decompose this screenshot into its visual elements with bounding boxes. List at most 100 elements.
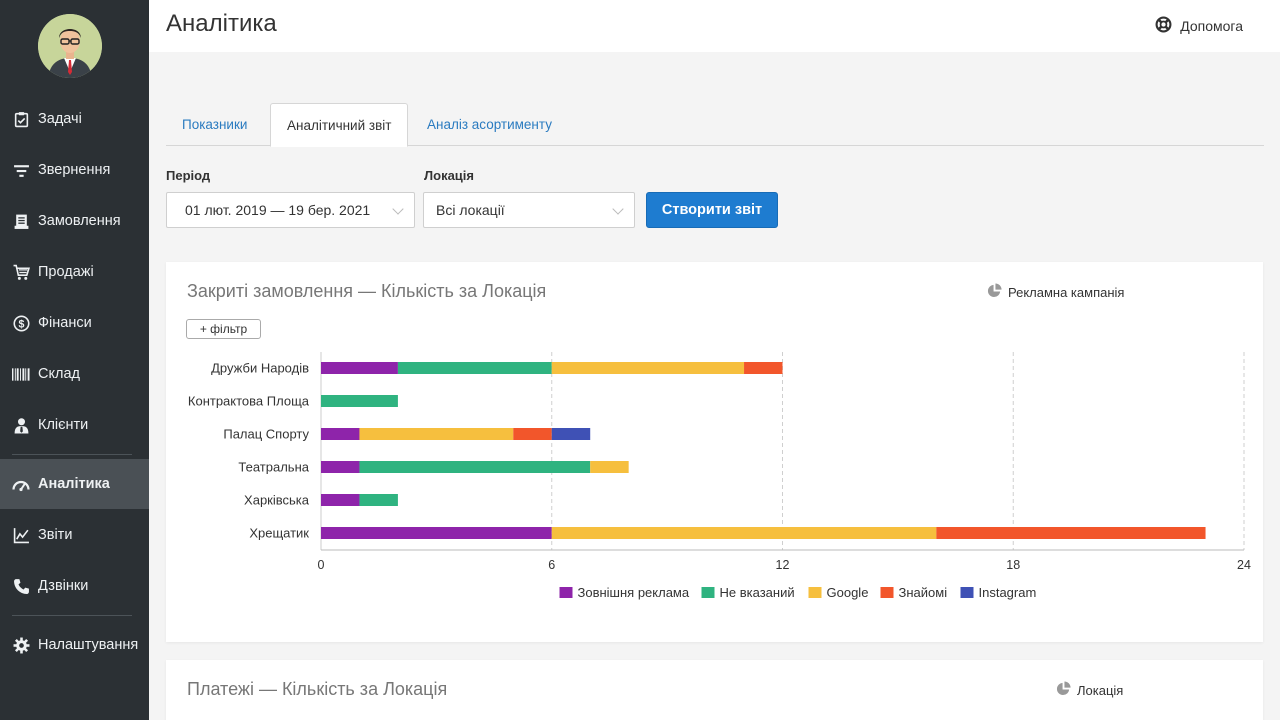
sidebar-item-analytics[interactable]: Аналітика [0,459,149,509]
sidebar-item-label: Звіти [38,527,73,543]
bar-segment [359,461,591,473]
group-by-toggle[interactable]: Рекламна кампанія [987,283,1124,301]
bar-segment [321,428,360,440]
cart-icon [12,263,30,281]
category-label: Хрещатик [249,526,309,541]
barcode-icon [12,365,30,383]
location-select[interactable]: Всі локації [423,192,635,228]
legend-label: Instagram [979,585,1037,600]
sidebar-item-label: Налаштування [38,637,139,653]
chevron-down-icon [612,203,624,215]
avatar[interactable] [38,14,102,78]
sidebar-item-requests[interactable]: Звернення [0,145,149,195]
period-label: Період [166,168,211,183]
bar-segment [551,428,591,440]
sidebar-item-reports[interactable]: Звіти [0,510,149,560]
payments-card: Платежі — Кількість за Локація Локація [166,660,1263,720]
x-tick-label: 18 [1006,558,1020,572]
page-title: Аналітика [166,10,277,37]
legend-swatch [960,587,974,598]
stacked-bar-chart: 0 6 12 18 24 Дружби Народів Контрактова Площа П… [188,352,1251,600]
bar-segment [321,527,552,539]
x-tick-label: 12 [776,558,790,572]
sidebar-item-label: Дзвінки [38,578,89,594]
clipboard-check-icon [12,110,30,128]
bar-segment [321,494,360,506]
bar-segment [513,428,552,440]
sidebar-item-finance[interactable]: $ Фінанси [0,298,149,348]
category-label: Дружби Народів [211,361,309,376]
pie-chart-icon [1056,681,1071,699]
sidebar: Задачі Звернення Замовлення Продажі $ Фі… [0,0,149,720]
sidebar-item-sales[interactable]: Продажі [0,247,149,297]
category-label: Палац Спорту [223,427,309,442]
sidebar-item-calls[interactable]: Дзвінки [0,561,149,611]
help-label: Допомога [1180,18,1243,34]
bar-segment [551,362,745,374]
legend-swatch [559,587,573,598]
legend-label: Зовнішня реклама [578,585,690,600]
line-chart-icon [12,526,30,544]
tab-bar: Показники Аналітичний звіт Аналіз асорти… [166,103,1264,147]
x-tick-label: 6 [548,558,555,572]
sidebar-item-label: Продажі [38,264,94,280]
filter-lines-icon [12,161,30,179]
bar-segment [936,527,1206,539]
category-label: Контрактова Площа [188,394,310,409]
sidebar-item-tasks[interactable]: Задачі [0,94,149,144]
dollar-circle-icon: $ [12,314,30,332]
help-link[interactable]: Допомога [1155,16,1243,36]
lifebuoy-icon [1155,16,1172,36]
bar-segment [321,362,398,374]
bar-segment [321,395,398,407]
group-by-toggle[interactable]: Локація [1056,681,1123,699]
add-filter-button[interactable]: + фільтр [186,319,261,339]
category-label: Харківська [244,493,310,508]
sidebar-item-label: Замовлення [38,213,121,229]
sidebar-item-orders[interactable]: Замовлення [0,196,149,246]
card-title: Закриті замовлення — Кількість за Локаці… [187,281,547,301]
tab-analytic-report[interactable]: Аналітичний звіт [270,103,409,147]
closed-orders-card: Закриті замовлення — Кількість за Локаці… [166,262,1263,642]
sidebar-item-settings[interactable]: Налаштування [0,620,149,670]
legend-label: Google [827,585,869,600]
bar-segment [551,527,937,539]
tab-assortment-analysis[interactable]: Аналіз асортименту [427,117,552,132]
sidebar-item-label: Клієнти [38,417,89,433]
sidebar-item-label: Аналітика [38,476,110,492]
top-header: Аналітика Допомога [149,0,1280,52]
legend-swatch [701,587,715,598]
create-report-button[interactable]: Створити звіт [646,192,778,228]
bar-segment [744,362,783,374]
x-tick-label: 24 [1237,558,1251,572]
legend-label: Не вказаний [720,585,795,600]
x-tick-label: 0 [318,558,325,572]
legend-label: Знайомі [899,585,948,600]
sidebar-item-label: Склад [38,366,80,382]
group-by-label: Локація [1077,682,1124,698]
location-value: Всі локації [436,202,505,218]
card-title: Платежі — Кількість за Локація [187,679,448,699]
sidebar-item-label: Фінанси [38,315,92,331]
user-tie-icon [12,416,30,434]
receipt-icon [12,212,30,230]
sidebar-item-clients[interactable]: Клієнти [0,400,149,450]
bar-segment [590,461,629,473]
sidebar-item-label: Звернення [38,162,111,178]
category-label: Театральна [238,460,309,475]
sidebar-divider [12,615,132,616]
svg-text:$: $ [18,318,24,330]
sidebar-divider [12,454,132,455]
sidebar-item-warehouse[interactable]: Склад [0,349,149,399]
bar-segment [397,362,552,374]
gear-icon [12,636,30,654]
location-label: Локація [424,168,474,183]
bar-segment [321,461,360,473]
main-content: Показники Аналітичний звіт Аналіз асорти… [149,52,1280,720]
phone-icon [12,577,30,595]
period-select[interactable]: 01 лют. 2019 — 19 бер. 2021 [166,192,415,228]
sidebar-item-label: Задачі [38,111,82,127]
bar-segment [359,428,514,440]
tab-indicators[interactable]: Показники [182,117,248,132]
period-value: 01 лют. 2019 — 19 бер. 2021 [185,202,371,218]
